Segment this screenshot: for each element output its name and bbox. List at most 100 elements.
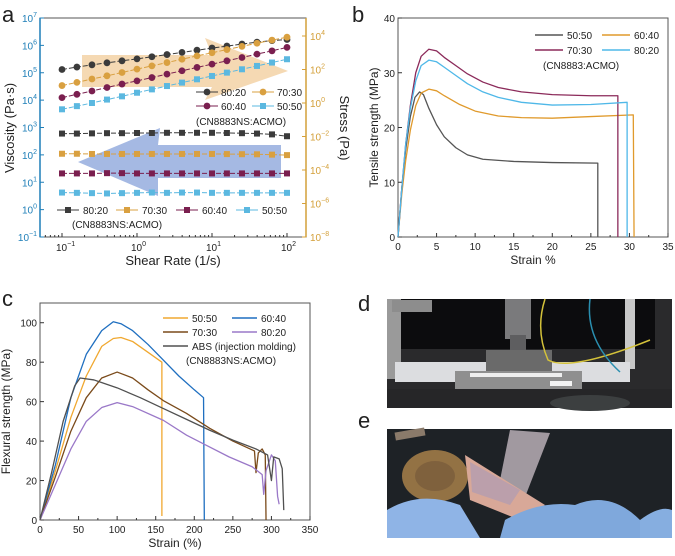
viscosity-70-30-point [178,150,185,157]
viscosity-60-40-point [163,170,170,177]
y-tick-label: 10 [384,178,396,189]
panel-letter-b: b [352,2,364,27]
y-tick-label: 40 [26,437,38,448]
viscosity-50-50-point [178,189,185,196]
stress-80-20-point [73,63,81,71]
legend-label: 70:30 [277,88,302,99]
y-axis-title: Tensile strength (MPa) [367,67,381,187]
viscosity-80-20-point [88,130,95,137]
series-50-50 [397,91,599,238]
panel-letter-c: c [2,286,13,311]
viscosity-50-50-point [148,189,155,196]
viscosity-70-30-point [119,150,126,157]
y2-tick-label: 104 [310,30,325,43]
y-tick-label: 20 [384,124,396,135]
x-axis-title: Strain % [510,253,556,267]
stress-60-40-point [163,70,171,78]
y-tick-label: 105 [22,67,37,80]
y2-tick-label: 102 [310,64,325,77]
stress-60-40-point [208,60,216,68]
stress-50-50-point [194,76,201,83]
viscosity-70-30-line [62,153,288,156]
stress-60-40-point [73,90,81,98]
y-tick-label: 60 [26,398,38,409]
series-60-40 [397,88,635,238]
legend-label: 80:20 [83,206,108,217]
stress-50-50-point [223,69,230,76]
stress-80-20-point [193,46,201,54]
viscosity-60-40-point [148,170,155,177]
viscosity-60-40-point [223,170,230,177]
stress-60-40-point [103,84,111,91]
viscosity-70-30-point [59,150,65,157]
viscosity-80-20-point [148,129,155,136]
y-tick-label: 100 [20,319,37,330]
series-abs-injection-molding- [39,377,285,521]
legend-label: 80:20 [261,328,286,339]
viscosity-60-40-point [194,170,201,177]
stress-60-40-point [133,77,141,85]
x-tick-label: 0 [37,525,43,536]
viscosity-50-50-point [223,189,230,196]
viscosity-80-20-point [119,130,126,137]
viscosity-80-20-point [73,130,80,137]
series-60-40 [39,321,205,521]
stress-80-20-point [88,61,96,69]
legend-marker [203,88,211,96]
y-tick-label: 104 [22,94,37,107]
stress-70-30-point [118,69,126,76]
stress-60-40-point [178,67,186,75]
stress-80-20-point [118,57,126,65]
y-tick-label: 106 [22,39,37,52]
viscosity-50-50-point [269,189,276,196]
viscosity-80-20-point [163,129,170,136]
stress-60-40-point [223,57,231,65]
y2-tick-label: 10−6 [310,198,329,211]
stress-80-20-point [178,48,186,56]
y-tick-label: 10−1 [18,231,37,244]
viscosity-60-40-point [119,170,126,177]
y2-tick-label: 10−8 [310,231,329,244]
stress-50-50-point [59,106,65,113]
viscosity-70-30-point [223,151,230,158]
legend-label: 50:50 [192,314,217,325]
stress-50-50-point [103,96,110,103]
viscosity-60-40-point [284,170,290,177]
viscosity-70-30-point [73,150,80,157]
legend-note: (CN8883NS:ACMO) [186,356,276,367]
viscosity-60-40-point [178,170,185,177]
viscosity-80-20-line [62,132,288,137]
stress-50-50-point [73,103,80,110]
viscosity-70-30-point [163,150,170,157]
viscosity-70-30-point [148,150,155,157]
stress-80-20-point [133,55,141,63]
y-tick-label: 103 [22,122,37,135]
viscosity-70-30-point [284,152,290,159]
viscosity-50-50-point [59,189,65,196]
viscosity-50-50-point [103,190,110,197]
panel-letter-a: a [2,2,15,27]
legend-note: (CN8883:ACMO) [543,61,619,72]
series-70-30 [397,48,619,238]
legend-label: 50:50 [567,31,592,42]
stress-50-50-point [238,66,245,73]
viscosity-50-50-point [88,190,95,197]
y2-tick-label: 10−2 [310,131,329,144]
panel-b-tensile-chart: 0 5 10 15 20 25 30 35 0 10 20 30 40 Strain % Tensile s… [367,14,674,267]
viscosity-50-50-line [61,192,287,194]
y-axis-title: Viscosity (Pa·s) [2,83,17,173]
arrow-right-increasing [82,38,288,100]
viscosity-70-30-point [194,150,201,157]
x-tick-label: 10−1 [56,241,75,254]
x-tick-label: 15 [508,242,520,253]
x-tick-label: 250 [225,525,242,536]
series-70-30 [39,371,267,521]
legend-label: 70:30 [142,206,167,217]
stress-80-20-point [58,66,66,73]
legend-marker [244,207,250,213]
series-50-50 [39,336,163,521]
stress-60-40-point [253,50,261,58]
stress-60-40-point [148,74,156,81]
stress-80-20-point [208,44,216,52]
x-tick-label: 100 [109,525,126,536]
